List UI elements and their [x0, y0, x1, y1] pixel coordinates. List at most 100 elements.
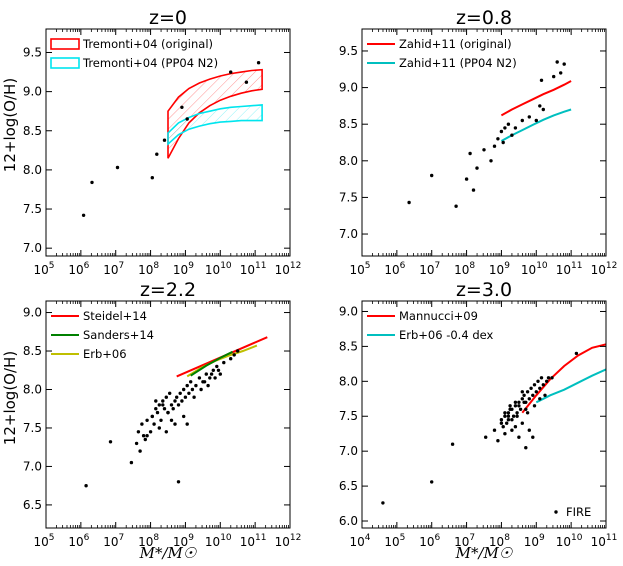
data-point: [173, 399, 177, 403]
data-point: [215, 364, 219, 369]
data-point: [515, 411, 519, 415]
data-point: [141, 434, 146, 438]
data-point: [503, 126, 507, 130]
y-tick-label: 7.5: [23, 421, 42, 435]
data-point: [513, 126, 518, 130]
x-tick-label: 108: [454, 261, 475, 277]
legend-label: Tremonti+04 (PP04 N2): [82, 56, 218, 70]
x-tick-label: 1012: [275, 261, 302, 277]
series-line-1: [500, 80, 572, 117]
axes-frame: [45, 28, 291, 257]
data-point: [505, 421, 509, 425]
data-point: [145, 434, 149, 438]
data-point: [525, 411, 530, 415]
data-point: [185, 383, 189, 388]
legend-label: Erb+06 -0.4 dex: [399, 328, 493, 342]
y-tick-label: 8.0: [23, 163, 42, 177]
data-point: [175, 395, 179, 399]
legend-label: Mannucci+09: [399, 309, 478, 323]
data-point: [161, 403, 165, 407]
data-point: [176, 403, 181, 407]
data-point: [185, 422, 189, 426]
data-point: [503, 411, 507, 415]
y-tick-label: 8.5: [339, 117, 358, 131]
x-tick-label: 107: [103, 533, 124, 549]
data-point: [185, 117, 189, 121]
legend-point-marker: [554, 510, 558, 514]
y-tick-label: 6.0: [339, 514, 358, 528]
data-point: [501, 425, 505, 429]
data-point: [194, 383, 198, 388]
data-point: [178, 391, 182, 395]
data-point: [229, 357, 233, 361]
legend-label: Steidel+14: [83, 309, 147, 323]
data-point: [84, 484, 88, 488]
data-point: [180, 105, 184, 110]
data-point: [517, 404, 521, 408]
data-point: [218, 372, 222, 376]
x-tick-label: 107: [419, 261, 440, 277]
y-axis-label-top: 12+log(O/H): [1, 78, 19, 172]
data-point: [515, 414, 519, 418]
data-point: [522, 393, 526, 397]
data-point: [555, 60, 559, 64]
data-point: [197, 376, 202, 380]
data-point: [475, 166, 479, 170]
legend-label: Zahid+11 (PP04 N2): [399, 56, 517, 70]
x-tick-label: 109: [489, 261, 510, 277]
data-point: [464, 177, 469, 181]
data-point: [527, 428, 531, 432]
data-point: [454, 204, 458, 208]
data-point: [517, 435, 521, 439]
y-tick-label: 9.5: [23, 45, 42, 59]
data-point: [510, 428, 514, 432]
data-point: [541, 107, 545, 112]
x-tick-label: 1012: [591, 261, 618, 277]
data-point: [202, 380, 207, 384]
data-point: [520, 118, 524, 123]
legend-swatch: [50, 57, 80, 69]
y-tick-label: 7.0: [23, 241, 42, 255]
x-tick-label: 1011: [240, 533, 267, 549]
axes-frame: [361, 300, 607, 529]
data-point: [244, 80, 249, 84]
data-point: [164, 430, 168, 434]
y-tick-label: 9.0: [23, 85, 42, 99]
data-point: [187, 391, 191, 395]
data-point: [482, 148, 486, 152]
data-point: [538, 397, 542, 401]
data-point: [501, 140, 505, 145]
x-tick-label: 105: [349, 261, 370, 277]
panel-title: z=2.2: [140, 279, 196, 301]
x-tick-label: 109: [524, 533, 545, 549]
y-tick-label: 8.0: [23, 382, 42, 396]
data-point: [168, 391, 172, 395]
data-point: [450, 442, 455, 446]
x-tick-label: 1011: [591, 533, 618, 549]
data-point: [161, 399, 165, 403]
data-point: [527, 397, 531, 401]
plot-area: [407, 60, 572, 208]
x-tick-label: 1010: [205, 261, 232, 277]
panel-title: z=0: [149, 7, 187, 29]
data-point: [510, 418, 514, 422]
data-point: [162, 138, 167, 142]
y-tick-label: 7.0: [339, 444, 358, 458]
data-point: [531, 393, 535, 397]
data-point: [562, 62, 566, 66]
y-tick-label: 6.5: [339, 479, 358, 493]
data-point: [150, 414, 154, 419]
data-point: [176, 480, 181, 484]
y-tick-label: 8.0: [339, 154, 358, 168]
data-point: [492, 144, 497, 148]
series-line-2: [500, 108, 572, 142]
data-point: [430, 480, 434, 484]
axes-frame: [45, 300, 291, 529]
data-point: [513, 404, 518, 408]
data-point: [534, 390, 538, 394]
data-point: [209, 372, 214, 376]
data-point: [489, 159, 493, 163]
